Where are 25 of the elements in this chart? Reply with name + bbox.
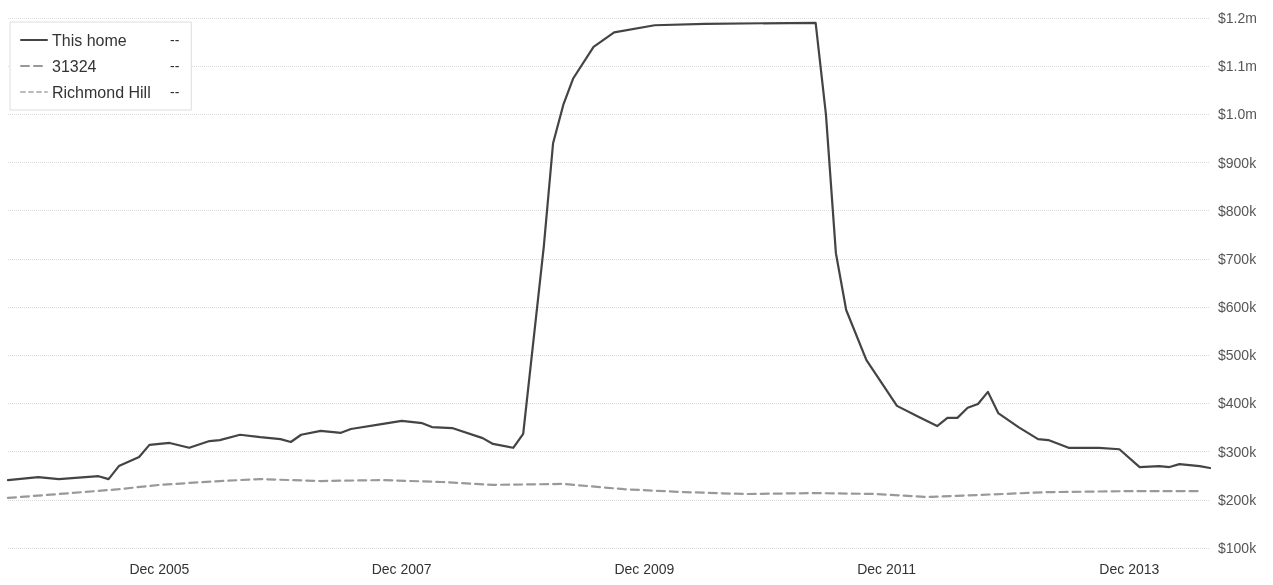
x-tick-label: Dec 2005 xyxy=(129,561,190,577)
y-tick-label: $1.0m xyxy=(1218,106,1257,123)
annotation: -- xyxy=(170,32,180,48)
y-tick-label: $100k xyxy=(1218,540,1258,556)
y-tick-label: $400k xyxy=(1218,395,1258,412)
x-tick-label: Dec 2007 xyxy=(371,561,432,577)
y-tick-label: $1.1m xyxy=(1218,58,1257,75)
annotation: -- xyxy=(170,58,180,74)
y-tick-label: $200k xyxy=(1218,491,1258,508)
y-tick-label: $800k xyxy=(1218,202,1258,219)
line-series xyxy=(6,21,1212,482)
y-tick-label: $900k xyxy=(1218,154,1258,171)
legend-label: 31324 xyxy=(52,57,97,75)
x-tick-label: Dec 2009 xyxy=(614,561,675,577)
line-series xyxy=(6,478,1201,499)
x-tick-label: Dec 2011 xyxy=(857,561,917,577)
y-tick-label: $700k xyxy=(1218,250,1258,267)
x-tick-label: Dec 2013 xyxy=(1099,561,1160,577)
y-tick-label: $1.2m xyxy=(1218,10,1257,26)
y-tick-label: $500k xyxy=(1218,347,1258,364)
y-tick-label: $600k xyxy=(1218,299,1258,316)
annotation: -- xyxy=(170,84,180,100)
legend-label: This home xyxy=(52,31,127,49)
legend-label: Richmond Hill xyxy=(52,83,151,101)
y-tick-label: $300k xyxy=(1218,443,1258,460)
